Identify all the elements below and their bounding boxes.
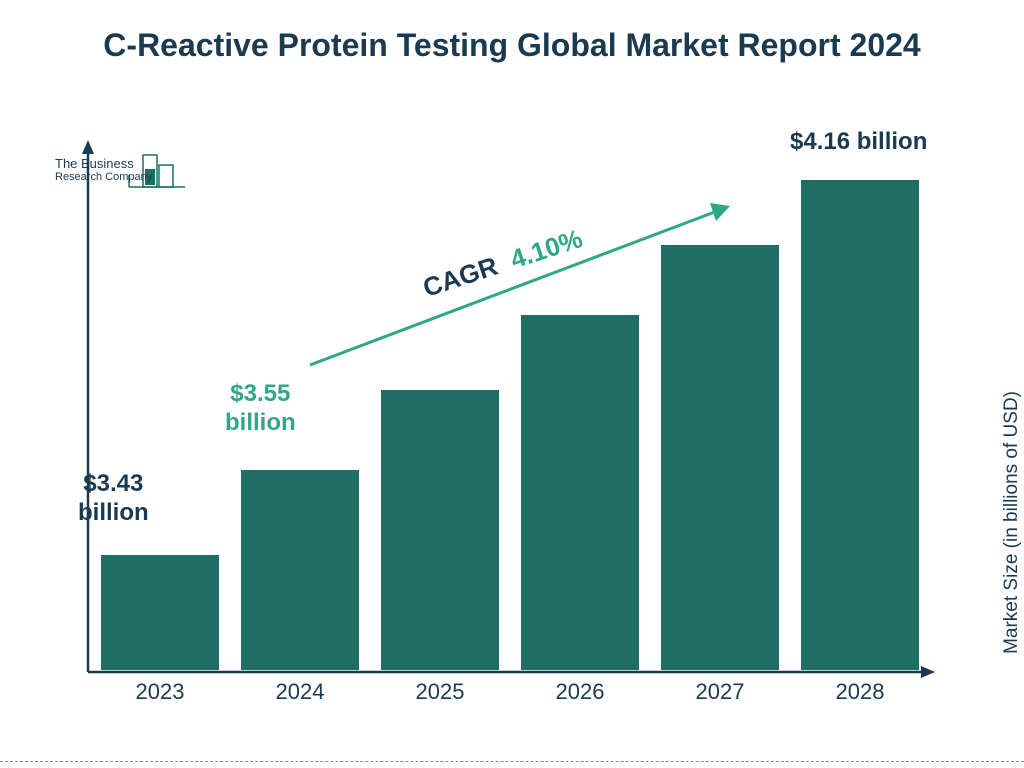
bottom-dashed-line [0, 761, 1024, 762]
bar-group: 2027 [655, 245, 785, 670]
y-axis-label: Market Size (in billions of USD) [1001, 391, 1023, 654]
value-label-2028: $4.16 billion [790, 128, 927, 157]
bar-category-label: 2023 [136, 679, 185, 705]
value-label-2023: $3.43 billion [78, 470, 149, 528]
bar-category-label: 2026 [556, 679, 605, 705]
bar-category-label: 2028 [836, 679, 885, 705]
chart-title: C-Reactive Protein Testing Global Market… [0, 0, 1024, 77]
bar-group: 2023 [95, 555, 225, 670]
bar-category-label: 2025 [416, 679, 465, 705]
bar-2027 [661, 245, 779, 670]
bar-group: 2024 [235, 470, 365, 670]
bars-container: 2023 2024 2025 2026 2027 2028 [90, 150, 930, 670]
bar-category-label: 2024 [276, 679, 325, 705]
bar-2028 [801, 180, 919, 670]
bar-group: 2025 [375, 390, 505, 670]
chart-area: 2023 2024 2025 2026 2027 2028 [70, 130, 940, 710]
bar-2025 [381, 390, 499, 670]
bar-category-label: 2027 [696, 679, 745, 705]
value-label-2024: $3.55 billion [225, 380, 296, 438]
bar-group: 2026 [515, 315, 645, 670]
bar-group: 2028 [795, 180, 925, 670]
bar-2026 [521, 315, 639, 670]
bar-2023 [101, 555, 219, 670]
bar-2024 [241, 470, 359, 670]
